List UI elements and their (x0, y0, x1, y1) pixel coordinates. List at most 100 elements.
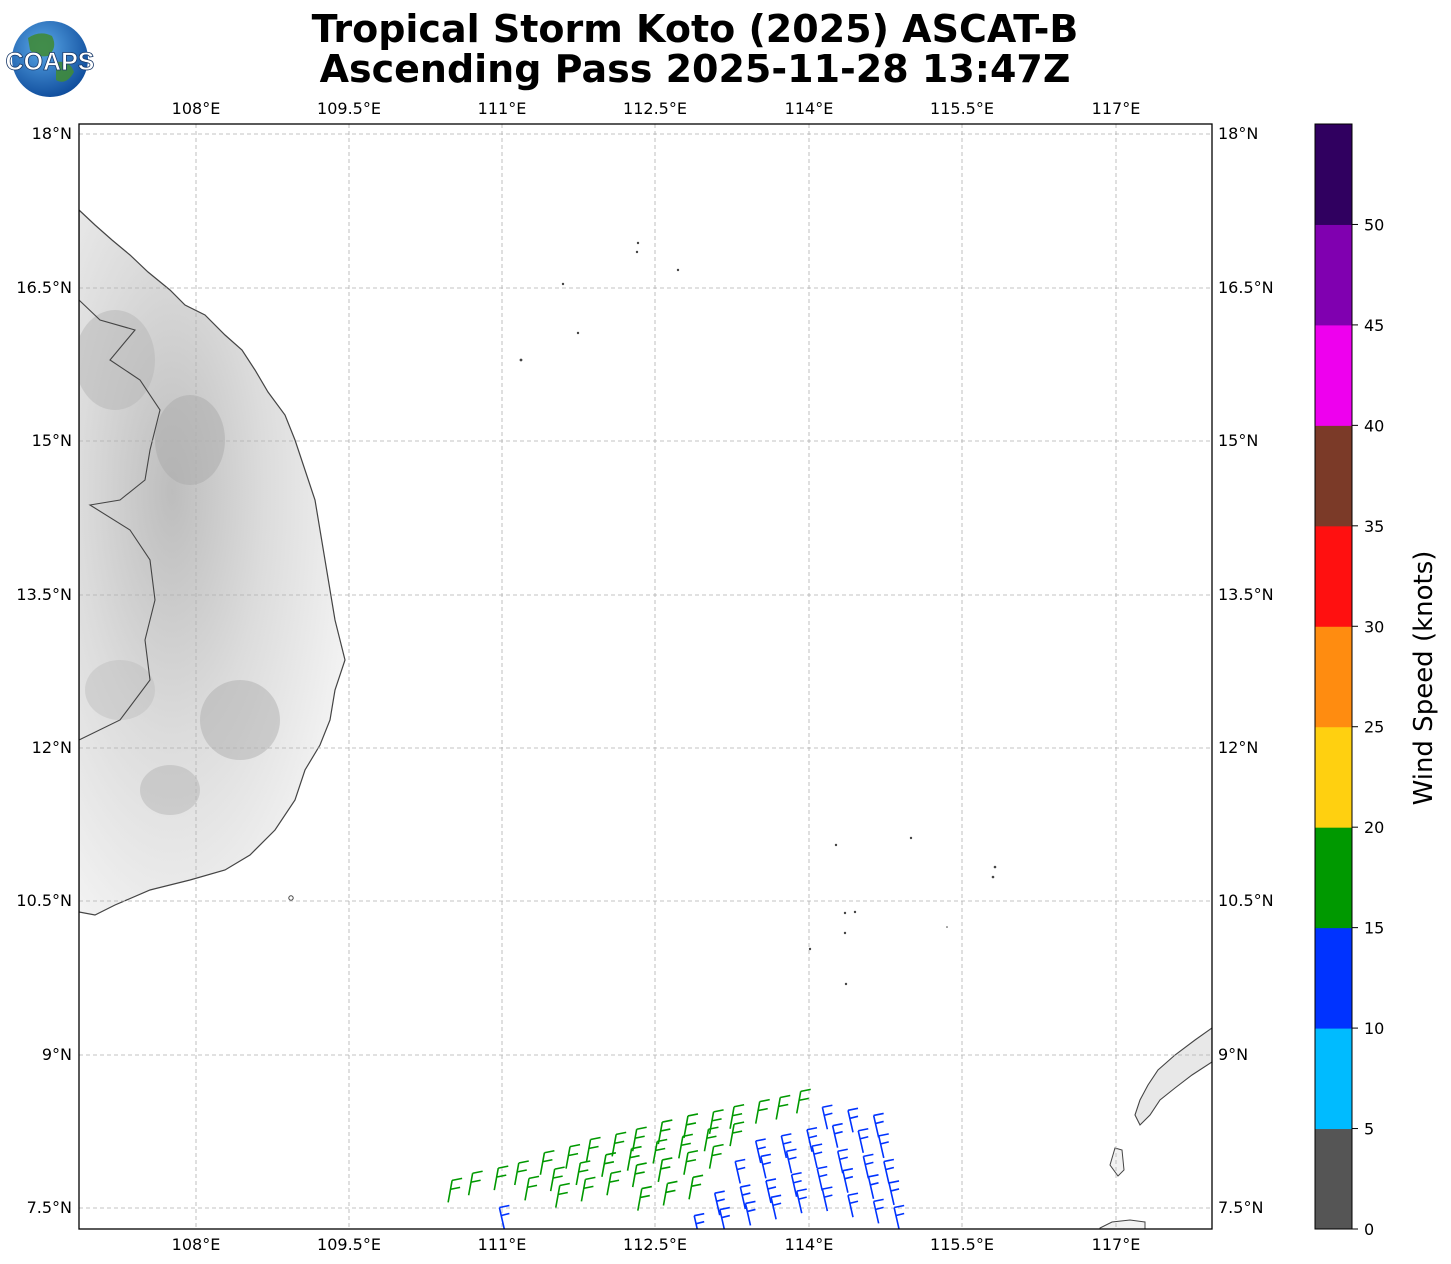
wind-barb-shape (729, 1103, 745, 1129)
colorbar-segment (1315, 324, 1352, 426)
wind-barb-shape (754, 1138, 766, 1164)
wind-barb (785, 1148, 797, 1174)
colorbar-frame (1314, 123, 1353, 1230)
lat-ticks-left: 18°N 16.5°N 15°N 13.5°N 12°N 10.5°N 9°N … (16, 124, 72, 1217)
lon-tick: 108°E (172, 99, 221, 118)
wind-barb (688, 1174, 704, 1200)
wind-barb-shape (872, 1112, 884, 1138)
wind-barb-shape (821, 1104, 833, 1130)
lon-tick: 108°E (172, 1235, 221, 1254)
wind-barb (872, 1198, 884, 1224)
lon-tick: 115.5°E (930, 1235, 994, 1254)
map-frame (78, 123, 1213, 1230)
wind-barb (836, 1148, 848, 1174)
wind-barb-shape (729, 1121, 745, 1147)
lon-tick: 114°E (785, 1235, 834, 1254)
wind-barb (806, 1126, 818, 1152)
wind-barb (467, 1170, 483, 1196)
wind-barb (565, 1143, 581, 1169)
wind-barb-shape (888, 1180, 900, 1206)
wind-barb (847, 1107, 859, 1133)
colorbar-segment (1315, 525, 1352, 627)
wind-barb (744, 1200, 756, 1226)
wind-barb (867, 1174, 879, 1199)
wind-barb-shape (831, 1122, 843, 1148)
wind-barb-shape (493, 1165, 509, 1191)
wind-barb-shape (893, 1204, 905, 1229)
wind-barb (447, 1177, 463, 1203)
wind-barb-shape (806, 1126, 818, 1152)
wind-barb-shape (565, 1143, 581, 1169)
lon-tick: 109.5°E (317, 1235, 381, 1254)
lon-tick: 115.5°E (930, 99, 994, 118)
gridlines (79, 124, 1212, 1229)
wind-barb-shape (811, 1143, 823, 1169)
wind-barb-shape (760, 1153, 772, 1179)
colorbar-tick-label: 15 (1364, 919, 1384, 938)
lat-tick: 13.5°N (1218, 585, 1274, 604)
wind-barb (662, 1180, 678, 1206)
colorbar-segment (1315, 1128, 1352, 1230)
map-title-line2: Ascending Pass 2025-11-28 13:47Z (319, 47, 1071, 91)
colorbar-label: Wind Speed (knots) (1409, 551, 1439, 806)
wind-barb-shape (821, 1186, 833, 1212)
wind-barb-shape (775, 1094, 791, 1120)
wind-barb-shape (693, 1212, 705, 1229)
wind-barb-shape (631, 1162, 647, 1188)
wind-barb-shape (549, 1166, 565, 1192)
wind-barb-shape (719, 1206, 731, 1229)
wind-barb-shape (606, 1170, 622, 1196)
wind-barb (657, 1157, 673, 1183)
lat-tick: 16.5°N (16, 278, 72, 297)
wind-barb (493, 1165, 509, 1191)
wind-barb-shape (575, 1160, 591, 1186)
wind-barb-shape (652, 1138, 668, 1164)
lon-tick: 109.5°E (317, 99, 381, 118)
wind-barb (513, 1160, 529, 1186)
wind-barb (631, 1162, 647, 1188)
lat-tick: 15°N (1218, 431, 1258, 450)
colorbar-tick-label: 50 (1364, 215, 1384, 234)
wind-barb (734, 1158, 746, 1184)
colorbar-tick-label: 5 (1364, 1120, 1374, 1139)
land-palawan (1134, 1027, 1212, 1126)
wind-barb-shape (708, 1109, 724, 1134)
wind-barb (770, 1194, 782, 1220)
coaps-logo: COAPS (5, 21, 95, 97)
wind-barb-shape (708, 1143, 724, 1169)
wind-barb (585, 1136, 601, 1162)
colorbar-tick-label: 45 (1364, 316, 1384, 335)
colorbar-tick-label: 20 (1364, 818, 1384, 837)
lat-tick: 10.5°N (1218, 891, 1274, 910)
wind-barb-shape (765, 1178, 777, 1204)
lat-tick: 9°N (1218, 1045, 1248, 1064)
wind-barb (816, 1165, 828, 1191)
wind-barb (739, 1184, 751, 1210)
wind-barb-shape (683, 1113, 699, 1139)
wind-barb (754, 1138, 766, 1164)
wind-barb-shape (539, 1149, 555, 1175)
wind-barb (831, 1122, 843, 1148)
colorbar-segment (1315, 726, 1352, 828)
wind-barb-shape (585, 1136, 601, 1162)
lon-ticks-bottom: 108°E 109.5°E 111°E 112.5°E 114°E 115.5°… (172, 1235, 1141, 1254)
map-title-line1: Tropical Storm Koto (2025) ASCAT-B (311, 7, 1079, 51)
wind-barb-shape (857, 1127, 869, 1153)
colorbar-segment (1315, 626, 1352, 728)
wind-barb-shape (734, 1158, 746, 1184)
wind-barb-shape (785, 1148, 797, 1174)
wind-barb-shape (816, 1165, 828, 1191)
colorbar-segment (1315, 425, 1352, 527)
lat-tick: 7.5°N (1218, 1198, 1263, 1217)
wind-barb (883, 1158, 895, 1184)
wind-barb (790, 1171, 802, 1197)
lon-tick: 111°E (478, 1235, 527, 1254)
wind-barb-shape (790, 1171, 802, 1197)
colorbar-segment (1315, 927, 1352, 1029)
wind-barb (708, 1109, 724, 1134)
wind-barb (842, 1167, 854, 1193)
wind-barb (857, 1127, 869, 1153)
colorbar-segment (1315, 827, 1352, 929)
wind-barb (703, 1126, 719, 1152)
colorbar-tick-label: 40 (1364, 416, 1384, 435)
